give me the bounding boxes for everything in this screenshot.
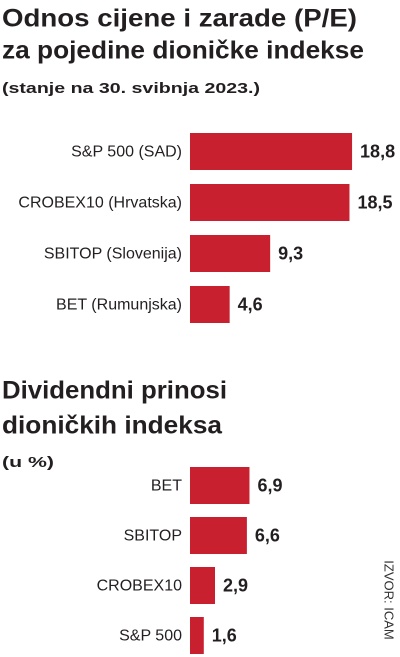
value-label: 18,8: [360, 141, 395, 161]
value-label: 2,9: [223, 575, 248, 595]
chart-title: dioničkih indeksa: [2, 412, 223, 440]
category-label: BET: [151, 478, 182, 495]
chart-title: Odnos cijene i zarade (P/E): [2, 5, 357, 33]
value-label: 6,6: [255, 525, 280, 545]
category-label: BET (Rumunjska): [56, 297, 182, 314]
value-label: 18,5: [357, 192, 392, 212]
bar: [190, 184, 350, 221]
category-label: S&P 500: [119, 628, 182, 645]
value-label: 9,3: [278, 243, 303, 263]
category-label: CROBEX10 (Hrvatska): [18, 195, 182, 212]
value-label: 1,6: [212, 625, 237, 645]
bar: [190, 517, 247, 554]
bar: [190, 286, 230, 323]
value-label: 4,6: [238, 294, 263, 314]
chart-subtitle: (stanje na 30. svibnja 2023.): [2, 80, 260, 97]
bar: [190, 467, 250, 504]
bar: [190, 133, 353, 170]
category-label: S&P 500 (SAD): [71, 144, 182, 161]
value-label: 6,9: [257, 475, 282, 495]
chart-title: Dividendni prinosi: [2, 377, 227, 405]
bar: [190, 617, 204, 654]
category-label: SBITOP (Slovenija): [44, 246, 182, 263]
chart-title: za pojedine dioničke indekse: [2, 37, 364, 65]
bar: [190, 567, 215, 604]
category-label: CROBEX10: [97, 578, 182, 595]
chart-subtitle: (u %): [2, 454, 54, 471]
source: IZVOR: ICAM: [382, 560, 397, 639]
bar: [190, 235, 271, 272]
category-label: SBITOP: [124, 528, 182, 545]
